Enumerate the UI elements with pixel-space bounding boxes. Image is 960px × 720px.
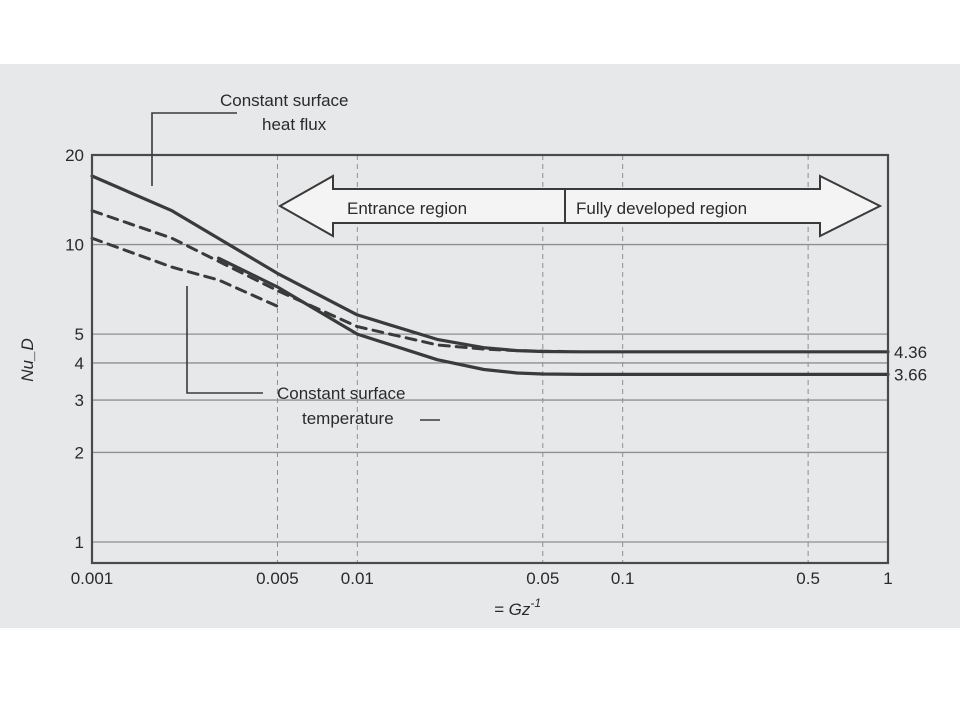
tick-labels: 0.001 0.005 0.01 0.05 0.1 0.5 1 1 2 3 4 5 10 20 4.36 3.… bbox=[65, 146, 927, 588]
plot-frame bbox=[90, 153, 890, 565]
x-tick-label: 1 bbox=[883, 569, 892, 588]
y-tick-label: 3 bbox=[75, 391, 84, 410]
entrance-region-label: Entrance region bbox=[347, 199, 467, 218]
temp-leader bbox=[186, 286, 263, 394]
fully-developed-region-label: Fully developed region bbox=[576, 199, 747, 218]
temp-annotation-line-1: Constant surface bbox=[277, 384, 406, 403]
y-tick-label: 5 bbox=[75, 325, 84, 344]
series-layer bbox=[90, 174, 890, 376]
y-tick-label: 1 bbox=[75, 533, 84, 552]
temp-annotation-line-2: temperature bbox=[302, 409, 394, 428]
series-line-4 bbox=[90, 236, 279, 308]
y-tick-label: 10 bbox=[65, 236, 84, 255]
flux-annotation-line-2: heat flux bbox=[262, 115, 327, 134]
x-tick-label: 0.005 bbox=[256, 569, 299, 588]
series-line-3 bbox=[90, 209, 566, 353]
series-line-2 bbox=[217, 256, 890, 376]
x-tick-label: 0.01 bbox=[341, 569, 374, 588]
y-tick-label: 4 bbox=[75, 354, 84, 373]
flux-annotation-line-1: Constant surface bbox=[220, 91, 349, 110]
flux-leader bbox=[151, 112, 237, 186]
end-value-label: 3.66 bbox=[894, 365, 927, 384]
x-axis-label-formula-exp: -1 bbox=[530, 596, 541, 610]
y-axis-label: Nu_D bbox=[18, 338, 37, 381]
y-tick-label: 20 bbox=[65, 146, 84, 165]
x-tick-label: 0.05 bbox=[526, 569, 559, 588]
x-axis-label-formula-base: = Gz bbox=[494, 600, 531, 619]
x-tick-label: 0.001 bbox=[71, 569, 114, 588]
end-value-label: 4.36 bbox=[894, 343, 927, 362]
x-tick-label: 0.1 bbox=[611, 569, 635, 588]
x-axis-label-formula: = Gz-1 bbox=[494, 596, 541, 619]
region-arrow bbox=[277, 174, 883, 238]
y-tick-label: 2 bbox=[75, 443, 84, 462]
x-tick-label: 0.5 bbox=[796, 569, 820, 588]
